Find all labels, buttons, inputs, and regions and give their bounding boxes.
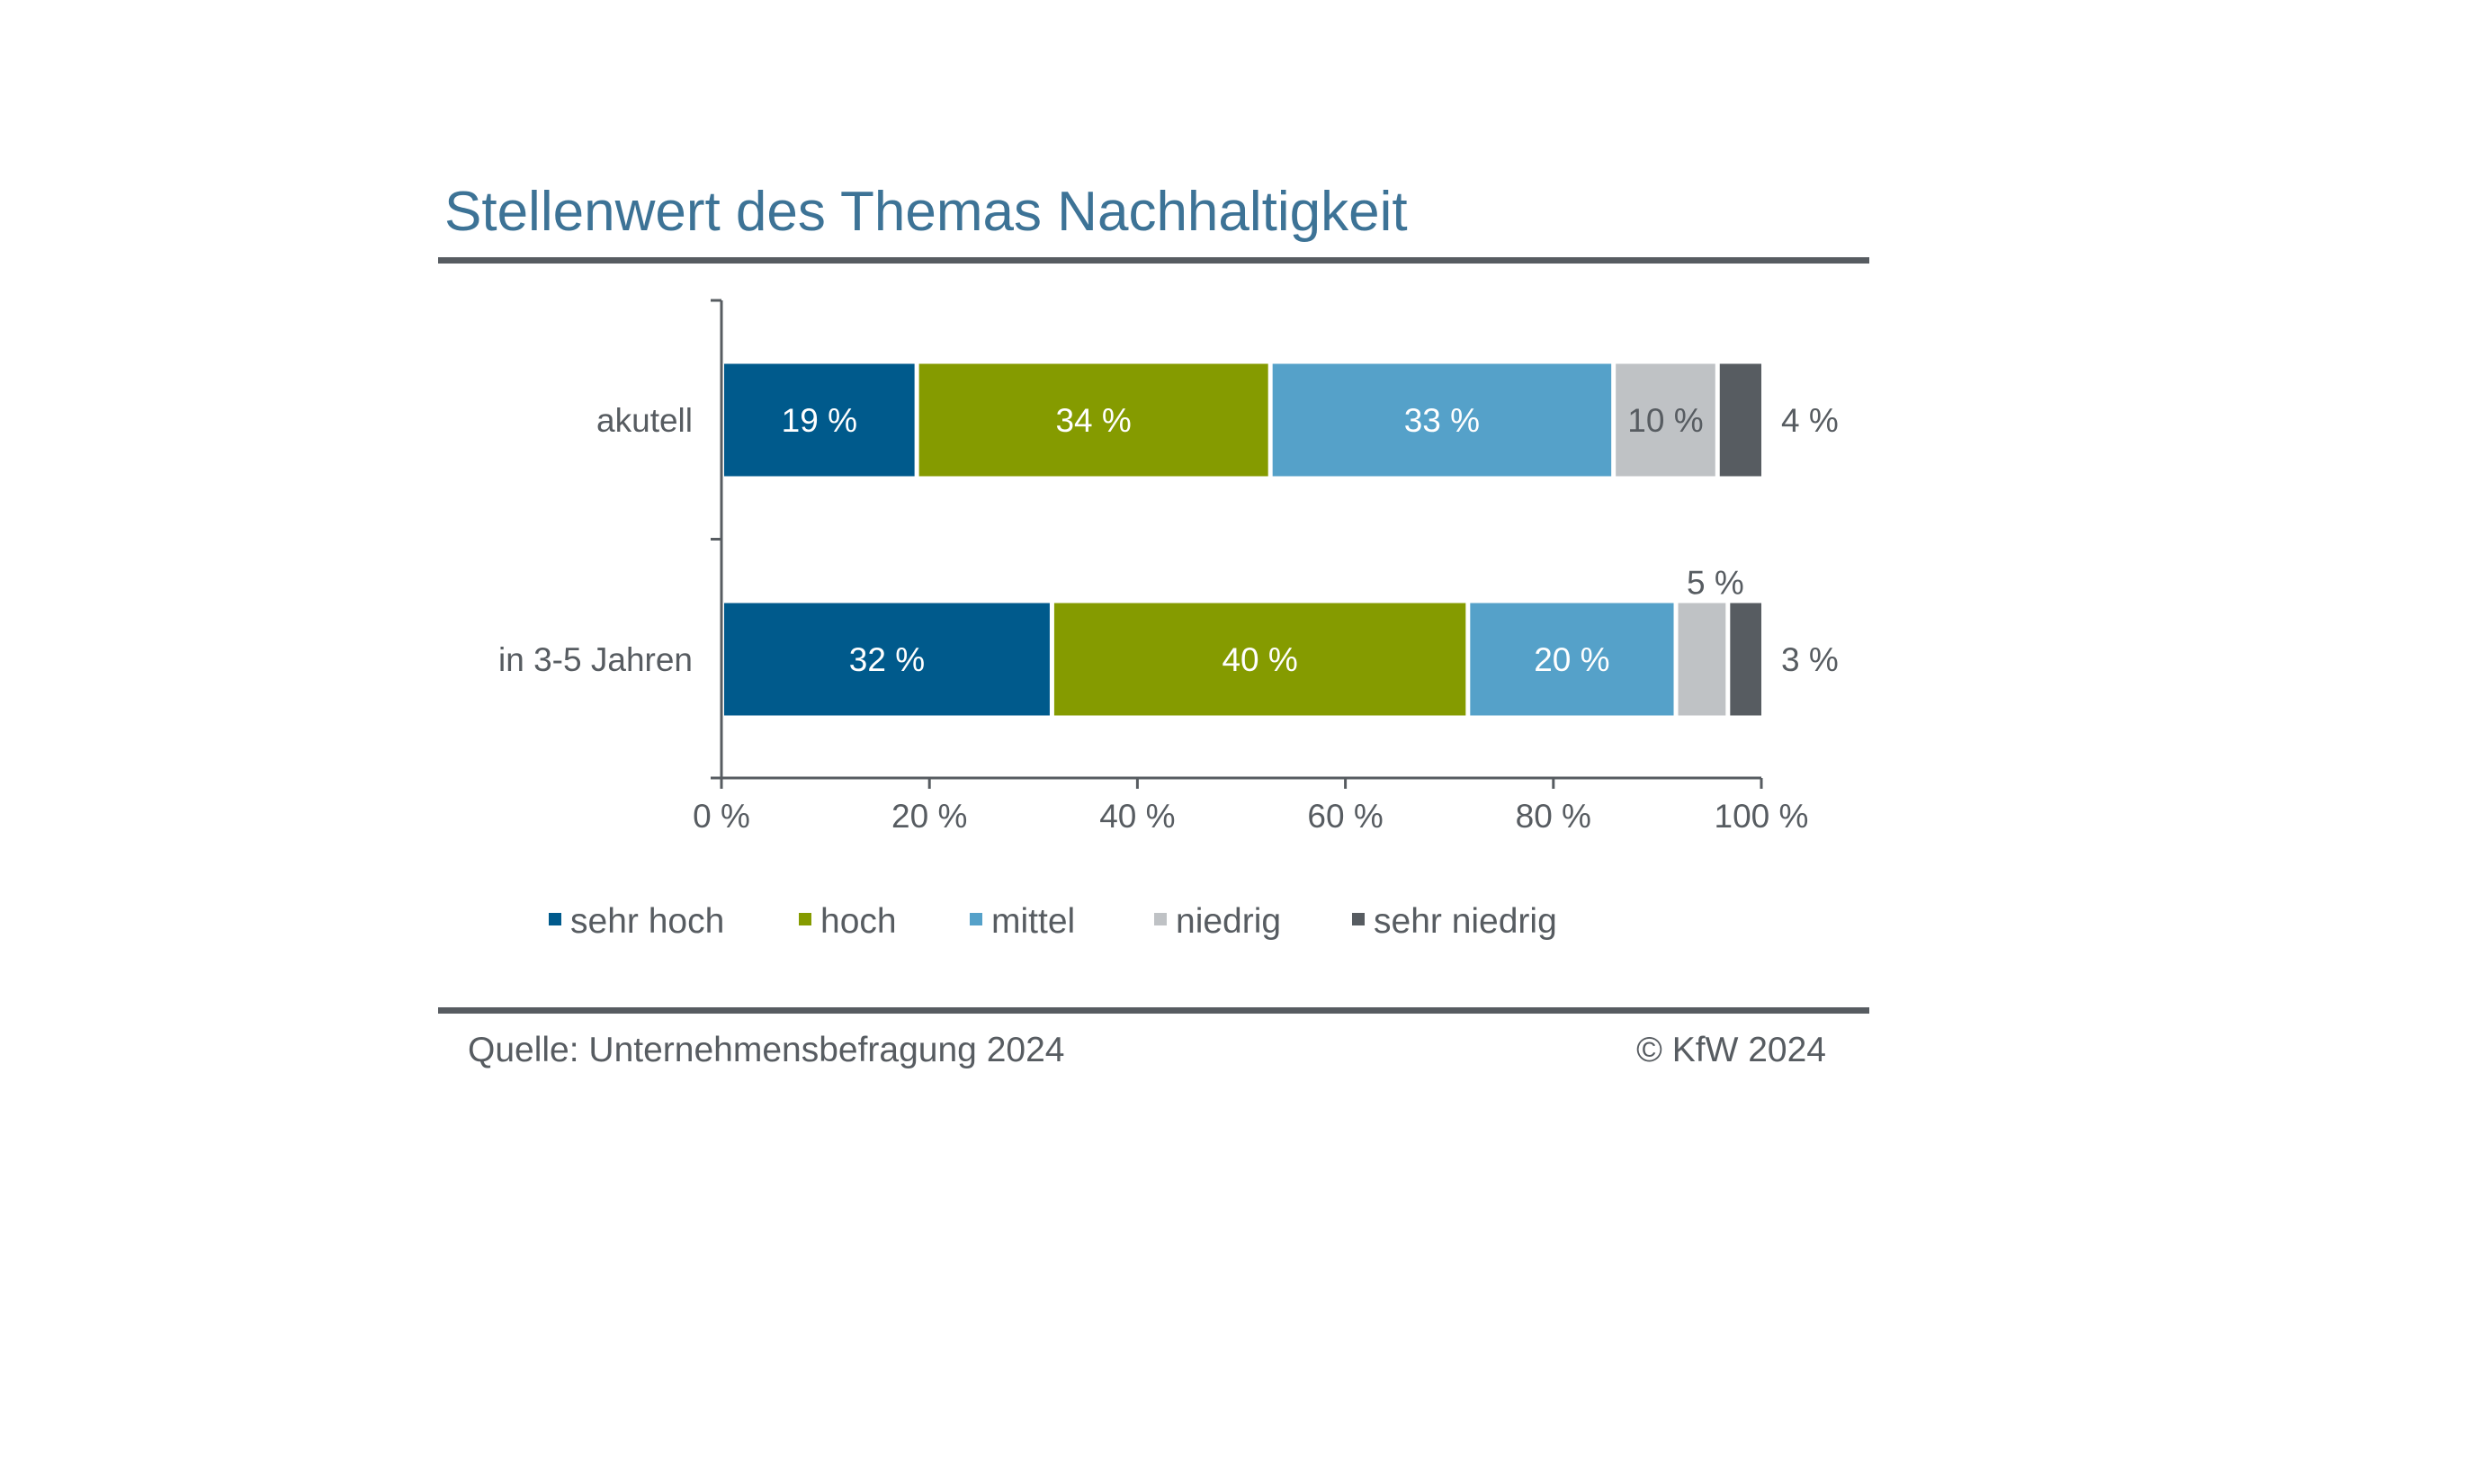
data-label: 33 %: [1404, 402, 1480, 439]
x-tick-label: 20 %: [891, 798, 967, 835]
data-label: 5 %: [1687, 565, 1744, 602]
bar-segment: [1053, 603, 1466, 716]
legend-label: niedrig: [1176, 902, 1281, 941]
plot-area: 0 % 20 % 40 % 60 % 80 % 100 % akutell in 3-5 Ja…: [498, 299, 1839, 835]
data-label: 32 %: [849, 641, 925, 678]
data-label: 20 %: [1534, 641, 1609, 678]
bar-segment: [918, 363, 1268, 477]
legend-swatch: [549, 913, 561, 925]
bar-segment: [724, 603, 1050, 716]
x-tick-label: 80 %: [1516, 798, 1591, 835]
legend-swatch: [1154, 913, 1167, 925]
bar-segment: [724, 363, 915, 477]
x-tick-label: 100 %: [1715, 798, 1809, 835]
bar-segment: [1616, 363, 1715, 477]
copyright-note: © KfW 2024: [1636, 1031, 1826, 1069]
legend-label: sehr niedrig: [1374, 902, 1557, 941]
chart-title: Stellenwert des Themas Nachhaltigkeit: [444, 181, 1408, 243]
bar-segment: [1719, 363, 1761, 477]
data-label: 10 %: [1627, 402, 1703, 439]
bar-segment: [1272, 363, 1612, 477]
bar-segment: [1470, 603, 1674, 716]
data-label: 3 %: [1781, 641, 1839, 678]
legend-label: hoch: [820, 902, 897, 941]
bar-segment: [1678, 603, 1726, 716]
legend-swatch: [799, 913, 811, 925]
legend-swatch: [1352, 913, 1365, 925]
bar-segment: [1730, 603, 1761, 716]
category-label: akutell: [596, 402, 693, 439]
title-rule: [438, 257, 1869, 264]
x-tick-label: 0 %: [693, 798, 750, 835]
data-label: 19 %: [782, 402, 857, 439]
footer-rule: [438, 1007, 1869, 1014]
legend-swatch: [970, 913, 982, 925]
data-label: 4 %: [1781, 402, 1839, 439]
source-note: Quelle: Unternehmensbefragung 2024: [468, 1031, 1064, 1069]
legend-label: mittel: [991, 902, 1075, 941]
category-label: in 3-5 Jahren: [498, 641, 693, 678]
x-tick-label: 60 %: [1307, 798, 1383, 835]
data-label: 40 %: [1222, 641, 1297, 678]
legend-label: sehr hoch: [570, 902, 724, 941]
x-tick-label: 40 %: [1099, 798, 1175, 835]
data-label: 34 %: [1055, 402, 1131, 439]
legend: sehr hoch hoch mittel niedrig sehr niedrig: [549, 902, 1557, 941]
